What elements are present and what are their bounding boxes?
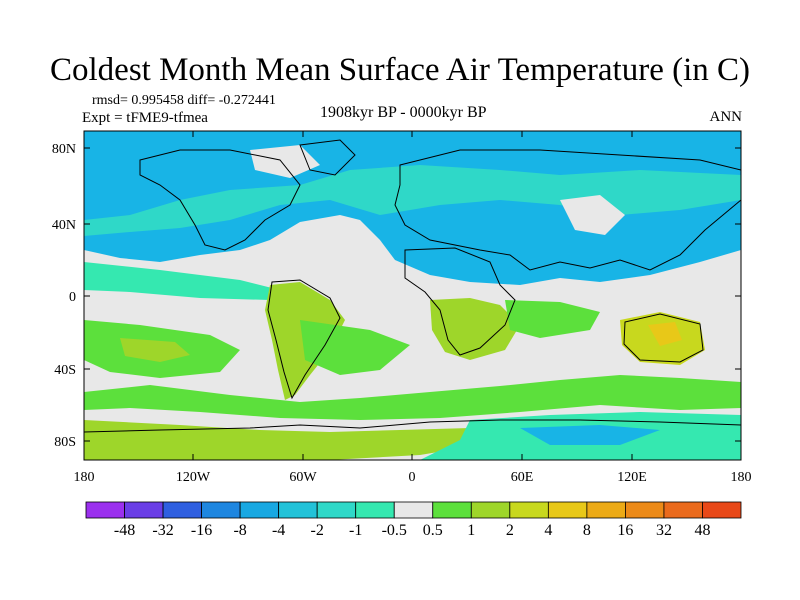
y-tick-label: 0 <box>69 290 76 305</box>
field-africa-warm <box>430 298 520 360</box>
field-south-pacific-warm-2 <box>120 338 190 362</box>
colorbar-label: 16 <box>617 522 633 539</box>
coastline-antarctica <box>84 419 741 433</box>
temperature-field <box>84 131 741 460</box>
y-tick-label: 40S <box>54 363 76 378</box>
field-arctic-white-patch <box>250 145 320 178</box>
colorbar-label: 48 <box>694 522 710 539</box>
colorbar-label: -8 <box>233 522 246 539</box>
colorbar-label: -1 <box>349 522 362 539</box>
colorbar-label: 8 <box>583 522 591 539</box>
colorbar-swatch <box>239 501 280 519</box>
field-indian-ocean-warm <box>505 300 600 338</box>
colorbar-labels: -48 -32 -16 -8 -4 -2 -1 -0.5 0.5 1 2 4 8 16 32 48 <box>114 522 711 539</box>
coastline-south-america <box>267 279 341 400</box>
field-antarctic-cold-core <box>520 425 660 445</box>
colorbar-swatch <box>393 501 434 519</box>
colorbar-label: -4 <box>272 522 285 539</box>
coastlines <box>84 139 741 433</box>
colorbar-label: -16 <box>191 522 212 539</box>
colorbar-label: 1 <box>467 522 475 539</box>
field-antarctic-warm <box>84 420 480 460</box>
colorbar-swatch <box>432 501 472 519</box>
y-tick-label: 40N <box>52 218 76 233</box>
colorbar-swatch <box>470 501 511 519</box>
colorbar-swatch <box>586 501 626 519</box>
colorbar-label: -32 <box>152 522 173 539</box>
coastline-africa <box>404 247 516 356</box>
colorbar-swatch <box>663 501 703 519</box>
colorbar-swatch <box>316 501 357 519</box>
y-tick-label: 80S <box>54 435 76 450</box>
season-label: ANN <box>709 109 743 125</box>
colorbar-swatch <box>509 501 549 519</box>
x-tick-label: 0 <box>409 470 416 485</box>
colorbar-label: 2 <box>506 522 514 539</box>
field-pacific-cool-strip <box>84 262 280 300</box>
colorbar-label: 4 <box>544 522 552 539</box>
colorbar-label: -2 <box>311 522 324 539</box>
axis-tick-labels: 180 120W 60W 0 60E 120E 180 80N 40N 0 40… <box>52 142 752 485</box>
field-northern-light-band <box>84 165 741 236</box>
colorbar-label: 0.5 <box>423 522 443 539</box>
colorbar-swatch <box>278 501 318 519</box>
map-title: Coldest Month Mean Surface Air Temperatu… <box>50 52 750 88</box>
axis-ticks <box>83 131 742 460</box>
x-tick-label: 120W <box>176 470 211 485</box>
colorbar-swatch <box>547 501 588 519</box>
field-south-atlantic-warm <box>300 320 410 375</box>
colorbar-label: -0.5 <box>382 522 407 539</box>
colorbar-label: -48 <box>114 522 135 539</box>
experiment-label: Expt = tFME9-tfmea <box>82 110 208 126</box>
period-label: 1908kyr BP - 0000kyr BP <box>320 104 487 121</box>
colorbar-swatch <box>702 501 742 519</box>
field-australia-hot-core <box>648 322 682 346</box>
colorbar-swatch <box>85 501 125 519</box>
x-tick-label: 180 <box>731 470 752 485</box>
coastline-north-america <box>139 149 301 251</box>
x-tick-label: 60W <box>289 470 317 485</box>
coastline-eurasia <box>394 149 741 271</box>
colorbar-swatch <box>201 501 241 519</box>
field-siberia-white-patch <box>560 195 625 235</box>
coastline-greenland <box>299 139 356 176</box>
coastline-australia <box>623 313 704 363</box>
colorbar <box>85 501 742 519</box>
colorbar-swatch <box>625 501 665 519</box>
y-tick-label: 80N <box>52 142 76 157</box>
colorbar-swatch <box>124 501 164 519</box>
x-tick-label: 180 <box>74 470 95 485</box>
colorbar-swatch <box>355 501 395 519</box>
rmsd-diff-stats: rmsd= 0.995458 diff= -0.272441 <box>92 93 276 108</box>
x-tick-label: 60E <box>511 470 534 485</box>
x-tick-label: 120E <box>617 470 647 485</box>
field-southern-ocean-warm <box>84 375 741 420</box>
colorbar-label: 32 <box>656 522 672 539</box>
colorbar-swatch <box>162 501 202 519</box>
